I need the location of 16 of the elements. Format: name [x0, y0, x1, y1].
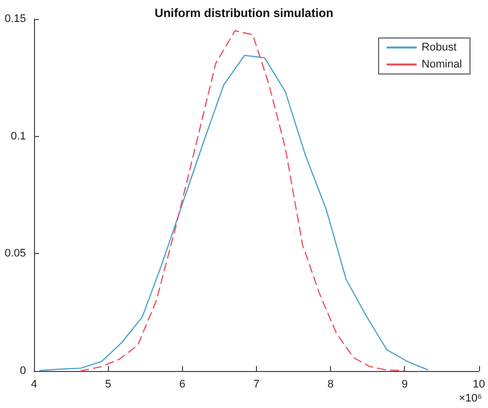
- line-series: [80, 30, 406, 372]
- y-tick-label: 0: [20, 365, 26, 377]
- x-tick-label: 5: [105, 378, 112, 390]
- x-tick-label: 7: [253, 378, 260, 390]
- chart-title: Uniform distribution simulation: [154, 6, 334, 20]
- y-tick-label: 0.15: [4, 13, 26, 25]
- legend-label: Nominal: [422, 58, 462, 70]
- x-tick-label: 10: [472, 378, 486, 390]
- x-tick-label: 4: [30, 378, 38, 390]
- y-tick-label: 0.05: [4, 248, 26, 260]
- y-tick-label: 0.1: [10, 130, 26, 142]
- x-tick-label: 9: [402, 378, 408, 390]
- x-tick-label: 6: [179, 378, 186, 390]
- legend-label: Robust: [422, 42, 457, 54]
- x-tick-label: 8: [328, 378, 334, 390]
- text: ×10⁶: [458, 392, 482, 404]
